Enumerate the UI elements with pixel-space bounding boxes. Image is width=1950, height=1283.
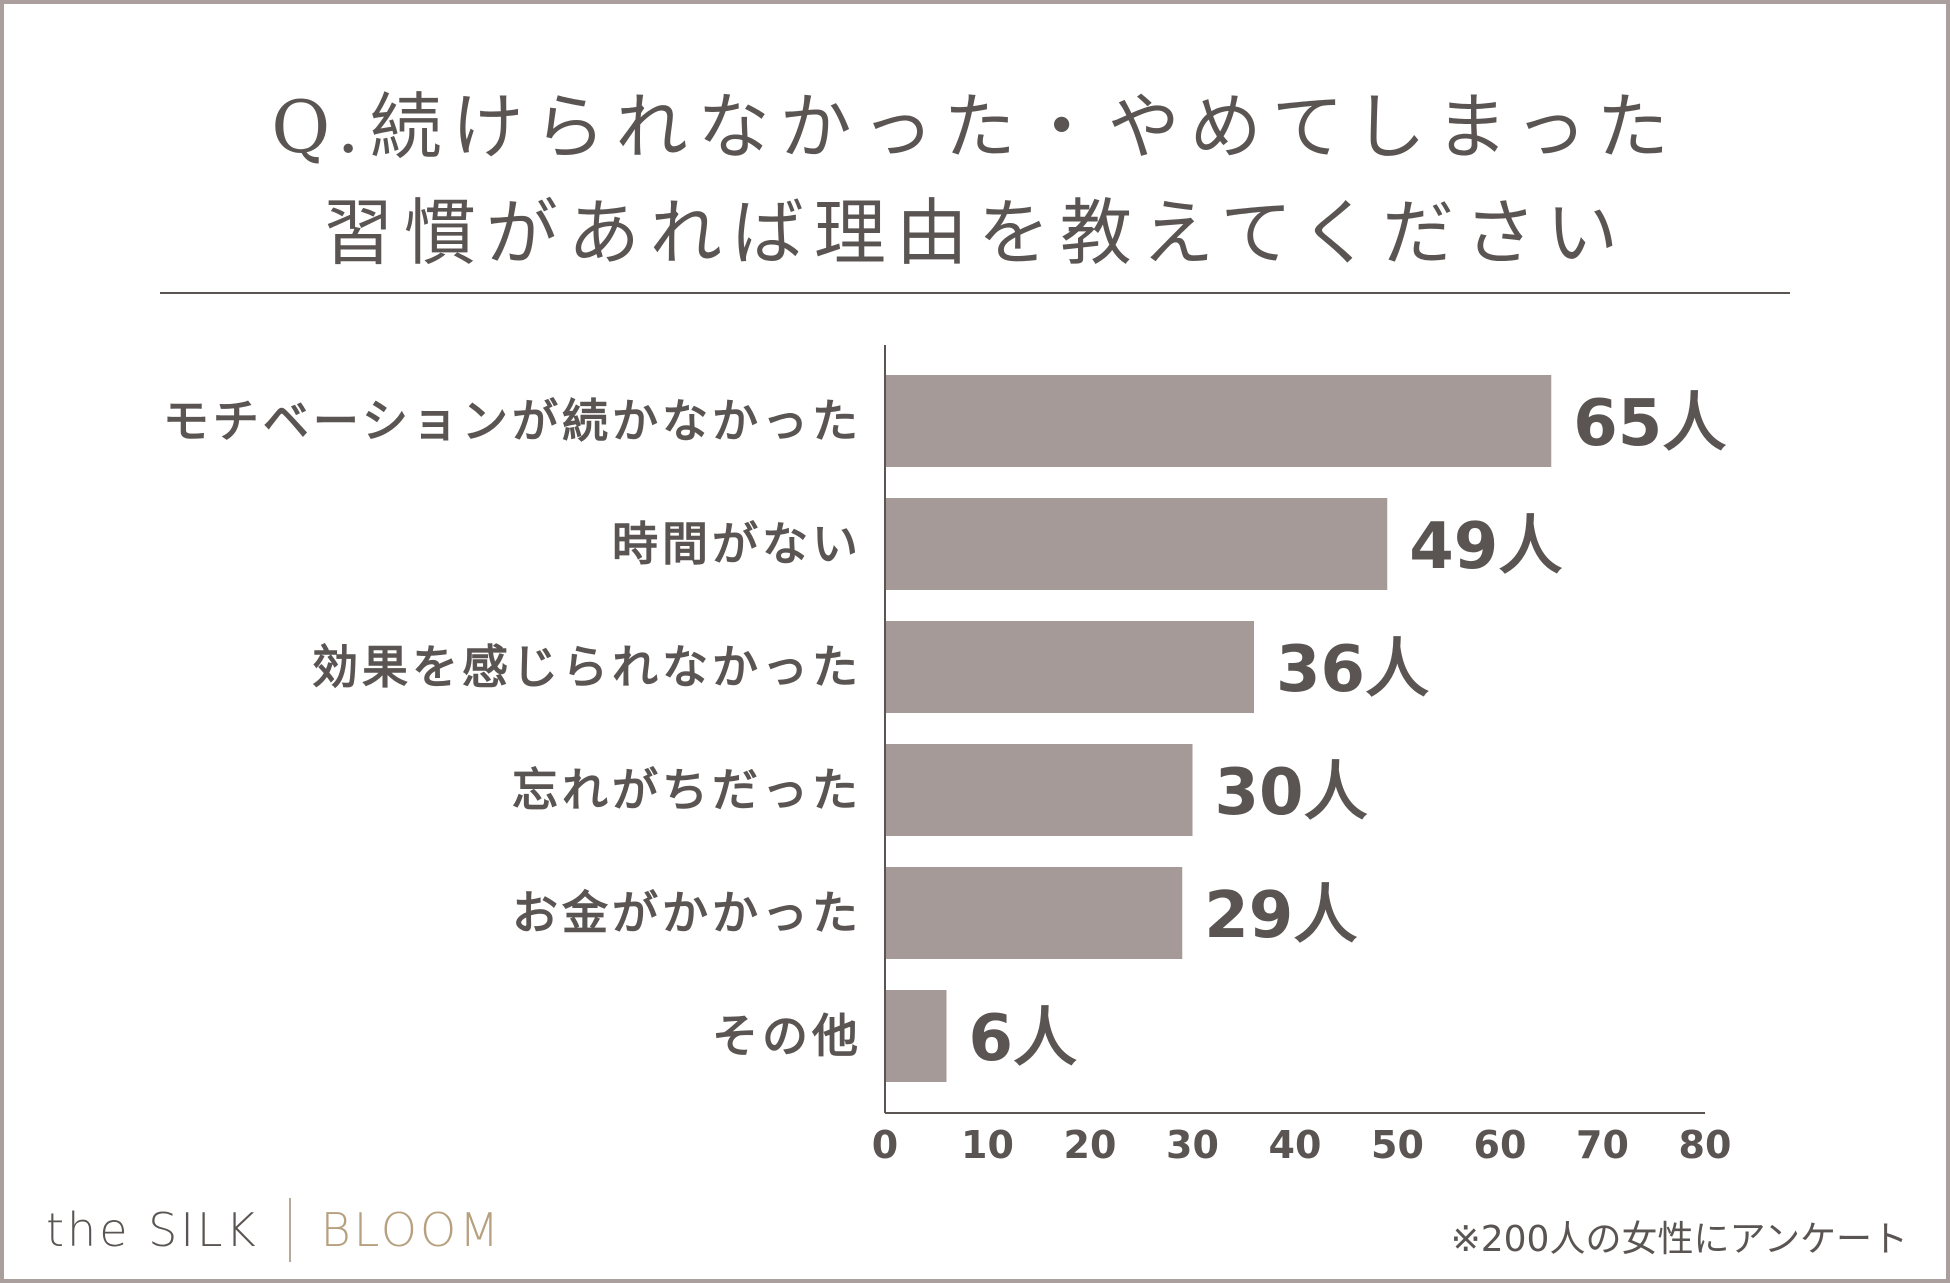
brand-logo: the SILK BLOOM bbox=[46, 1198, 502, 1262]
bar-4 bbox=[885, 867, 1183, 959]
x-tick-label-3: 30 bbox=[1166, 1123, 1219, 1167]
x-tick-label-0: 0 bbox=[872, 1123, 898, 1167]
value-label-0: 65人 bbox=[1573, 387, 1726, 461]
bar-5 bbox=[885, 990, 947, 1082]
value-label-2: 36人 bbox=[1276, 633, 1429, 707]
value-label-3: 30人 bbox=[1215, 756, 1368, 830]
survey-note: ※200人の女性にアンケート bbox=[1450, 1219, 1908, 1260]
value-label-4: 29人 bbox=[1204, 879, 1357, 953]
category-label-1: 時間がない bbox=[612, 517, 862, 571]
bar-0 bbox=[885, 375, 1552, 467]
category-label-5: その他 bbox=[712, 1009, 862, 1063]
category-label-4: お金がかかった bbox=[512, 886, 862, 940]
title-divider bbox=[160, 292, 1790, 294]
value-label-5: 6人 bbox=[969, 1002, 1078, 1076]
x-tick-label-4: 40 bbox=[1269, 1123, 1322, 1167]
value-label-1: 49人 bbox=[1409, 510, 1562, 584]
category-label-0: モチベーションが続かなかった bbox=[163, 394, 862, 448]
x-tick-label-7: 70 bbox=[1576, 1123, 1629, 1167]
category-label-2: 効果を感じられなかった bbox=[312, 640, 862, 694]
brand-name-right: BLOOM bbox=[320, 1203, 502, 1257]
brand-separator bbox=[288, 1198, 291, 1262]
chart-title-line-1: Q.続けられなかった・やめてしまった bbox=[271, 85, 1679, 169]
x-tick-label-2: 20 bbox=[1064, 1123, 1117, 1167]
bar-2 bbox=[885, 621, 1254, 713]
x-tick-label-5: 50 bbox=[1371, 1123, 1424, 1167]
category-label-3: 忘れがちだった bbox=[512, 763, 862, 817]
x-tick-label-6: 60 bbox=[1474, 1123, 1527, 1167]
brand-name-left: the SILK bbox=[46, 1203, 259, 1257]
x-tick-label-8: 80 bbox=[1679, 1123, 1732, 1167]
chart-title-line-2: 習慣があれば理由を教えてください bbox=[321, 191, 1629, 275]
bar-1 bbox=[885, 498, 1388, 590]
x-tick-label-1: 10 bbox=[961, 1123, 1014, 1167]
bar-3 bbox=[885, 744, 1193, 836]
